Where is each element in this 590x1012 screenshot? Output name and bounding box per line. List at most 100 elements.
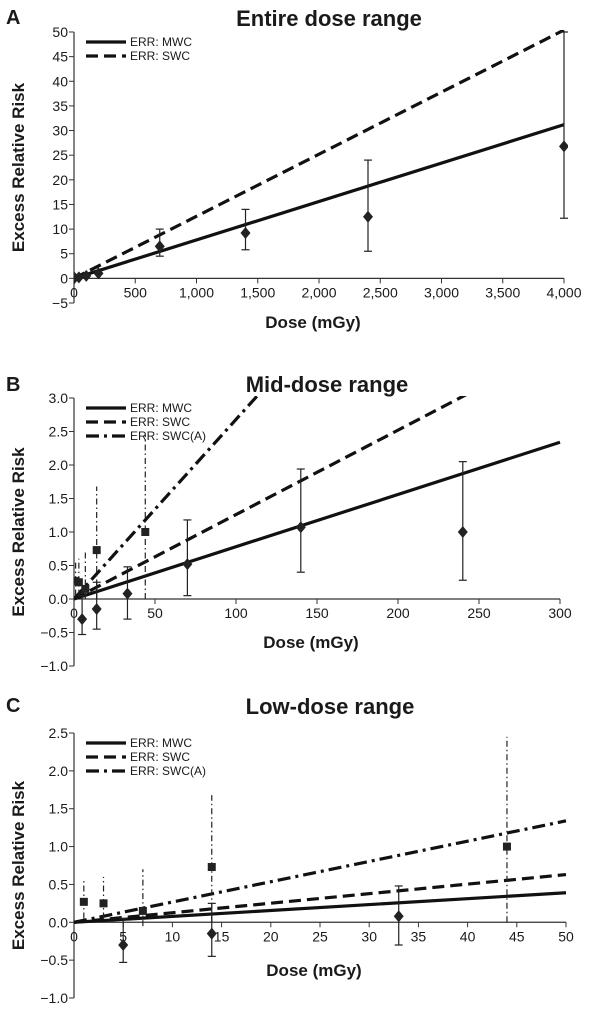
legend-label: ERR: SWC bbox=[130, 415, 190, 429]
series-line bbox=[74, 396, 468, 601]
data-point-diamond bbox=[74, 271, 84, 284]
plot-area bbox=[74, 396, 561, 636]
panel-letter: B bbox=[6, 374, 20, 396]
x-tick-label: 25 bbox=[312, 928, 328, 944]
series-line bbox=[74, 891, 567, 924]
x-axis-label: Dose (mGy) bbox=[266, 961, 361, 980]
legend-label: ERR: SWC(A) bbox=[130, 429, 206, 443]
x-tick-label: 3,000 bbox=[424, 284, 459, 300]
data-point-diamond bbox=[154, 240, 165, 253]
data-point-diamond bbox=[393, 910, 404, 923]
x-tick-label: 10 bbox=[165, 928, 181, 944]
y-tick-label: 0.5 bbox=[49, 558, 69, 574]
y-tick-label: 0.0 bbox=[49, 914, 69, 930]
x-axis-label: Dose (mGy) bbox=[263, 633, 358, 652]
x-tick-label: 250 bbox=[467, 605, 491, 621]
x-tick-label: 300 bbox=[548, 605, 572, 621]
data-point-diamond bbox=[118, 939, 129, 951]
x-tick-label: 0 bbox=[70, 928, 78, 944]
y-axis-label: Excess Relative Risk bbox=[9, 82, 28, 252]
y-tick-label: 1.5 bbox=[49, 801, 69, 817]
x-tick-label: 500 bbox=[124, 284, 148, 300]
y-tick-label: −1.0 bbox=[40, 658, 68, 674]
y-tick-label: 30 bbox=[52, 123, 68, 139]
y-axis-label: Excess Relative Risk bbox=[9, 780, 28, 950]
legend-label: ERR: MWC bbox=[130, 401, 192, 415]
data-point-diamond bbox=[559, 140, 568, 153]
x-tick-label: 50 bbox=[558, 928, 574, 944]
y-tick-label: 1.0 bbox=[49, 839, 69, 855]
y-tick-label: 15 bbox=[52, 196, 68, 212]
x-tick-label: 0 bbox=[70, 605, 78, 621]
data-point-square bbox=[502, 842, 511, 851]
x-tick-label: 35 bbox=[411, 928, 427, 944]
y-tick-label: 0 bbox=[60, 270, 68, 286]
x-tick-label: 2,500 bbox=[363, 284, 398, 300]
x-tick-label: 50 bbox=[147, 605, 163, 621]
y-tick-label: 2.0 bbox=[49, 457, 69, 473]
x-tick-label: 15 bbox=[214, 928, 230, 944]
panel-letter: C bbox=[6, 695, 20, 717]
data-point-diamond bbox=[91, 603, 102, 616]
x-tick-label: 150 bbox=[305, 605, 329, 621]
x-tick-label: 40 bbox=[460, 928, 476, 944]
x-axis-label: Dose (mGy) bbox=[265, 313, 360, 332]
data-point-diamond bbox=[77, 613, 88, 626]
data-point-diamond bbox=[93, 267, 104, 280]
x-tick-label: 0 bbox=[70, 284, 78, 300]
x-tick-label: 2,000 bbox=[301, 284, 336, 300]
series-line bbox=[74, 819, 567, 924]
data-point-square bbox=[99, 899, 108, 908]
panel-b: B Mid-dose range −1.0 −0.5 0.0 0.5 1.0 1.5 2.0 2.… bbox=[6, 372, 572, 674]
legend-label: ERR: MWC bbox=[130, 35, 192, 49]
data-point-square bbox=[92, 546, 101, 555]
legend-label: ERR: SWC bbox=[130, 750, 190, 764]
chart-title: Low-dose range bbox=[246, 694, 415, 719]
chart-title: Entire dose range bbox=[236, 6, 422, 31]
legend-label: ERR: SWC(A) bbox=[130, 764, 206, 778]
y-tick-label: 2.5 bbox=[49, 424, 69, 440]
x-tick-label: 4,000 bbox=[546, 284, 581, 300]
data-point-square bbox=[79, 897, 88, 906]
y-tick-label: 45 bbox=[52, 49, 68, 65]
series-line bbox=[74, 872, 567, 924]
data-point-square bbox=[207, 863, 216, 872]
y-tick-label: −0.5 bbox=[40, 952, 68, 968]
y-tick-label: 2.5 bbox=[49, 725, 69, 741]
x-tick-label: 45 bbox=[509, 928, 525, 944]
y-tick-label: 50 bbox=[52, 24, 68, 40]
data-point-square bbox=[74, 578, 83, 587]
data-point-square bbox=[138, 906, 147, 915]
data-point-square bbox=[81, 584, 90, 593]
legend-label: ERR: MWC bbox=[130, 736, 192, 750]
y-tick-label: 0.0 bbox=[49, 591, 69, 607]
data-point-square bbox=[141, 528, 150, 536]
data-point-diamond bbox=[206, 927, 217, 940]
plot-area bbox=[74, 30, 568, 284]
y-tick-label: 20 bbox=[52, 172, 68, 188]
y-tick-label: −5 bbox=[52, 295, 68, 311]
plot-area bbox=[74, 736, 567, 964]
series-line bbox=[74, 123, 565, 280]
y-tick-label: 10 bbox=[52, 221, 68, 237]
data-point-diamond bbox=[81, 269, 92, 282]
x-tick-label: 100 bbox=[224, 605, 248, 621]
legend-label: ERR: SWC bbox=[130, 49, 190, 63]
x-tick-label: 20 bbox=[263, 928, 279, 944]
data-point-diamond bbox=[240, 227, 251, 240]
y-tick-label: 1.5 bbox=[49, 491, 69, 507]
y-tick-label: −0.5 bbox=[40, 625, 68, 641]
data-point-diamond bbox=[122, 587, 133, 600]
y-axis-label: Excess Relative Risk bbox=[9, 447, 28, 617]
panel-letter: A bbox=[6, 7, 20, 29]
y-tick-label: 5 bbox=[60, 246, 68, 262]
data-point-diamond bbox=[363, 210, 373, 223]
series-line bbox=[74, 30, 565, 280]
y-tick-label: 3.0 bbox=[49, 390, 69, 406]
y-tick-label: 35 bbox=[52, 98, 68, 114]
y-tick-label: 0.5 bbox=[49, 876, 69, 892]
